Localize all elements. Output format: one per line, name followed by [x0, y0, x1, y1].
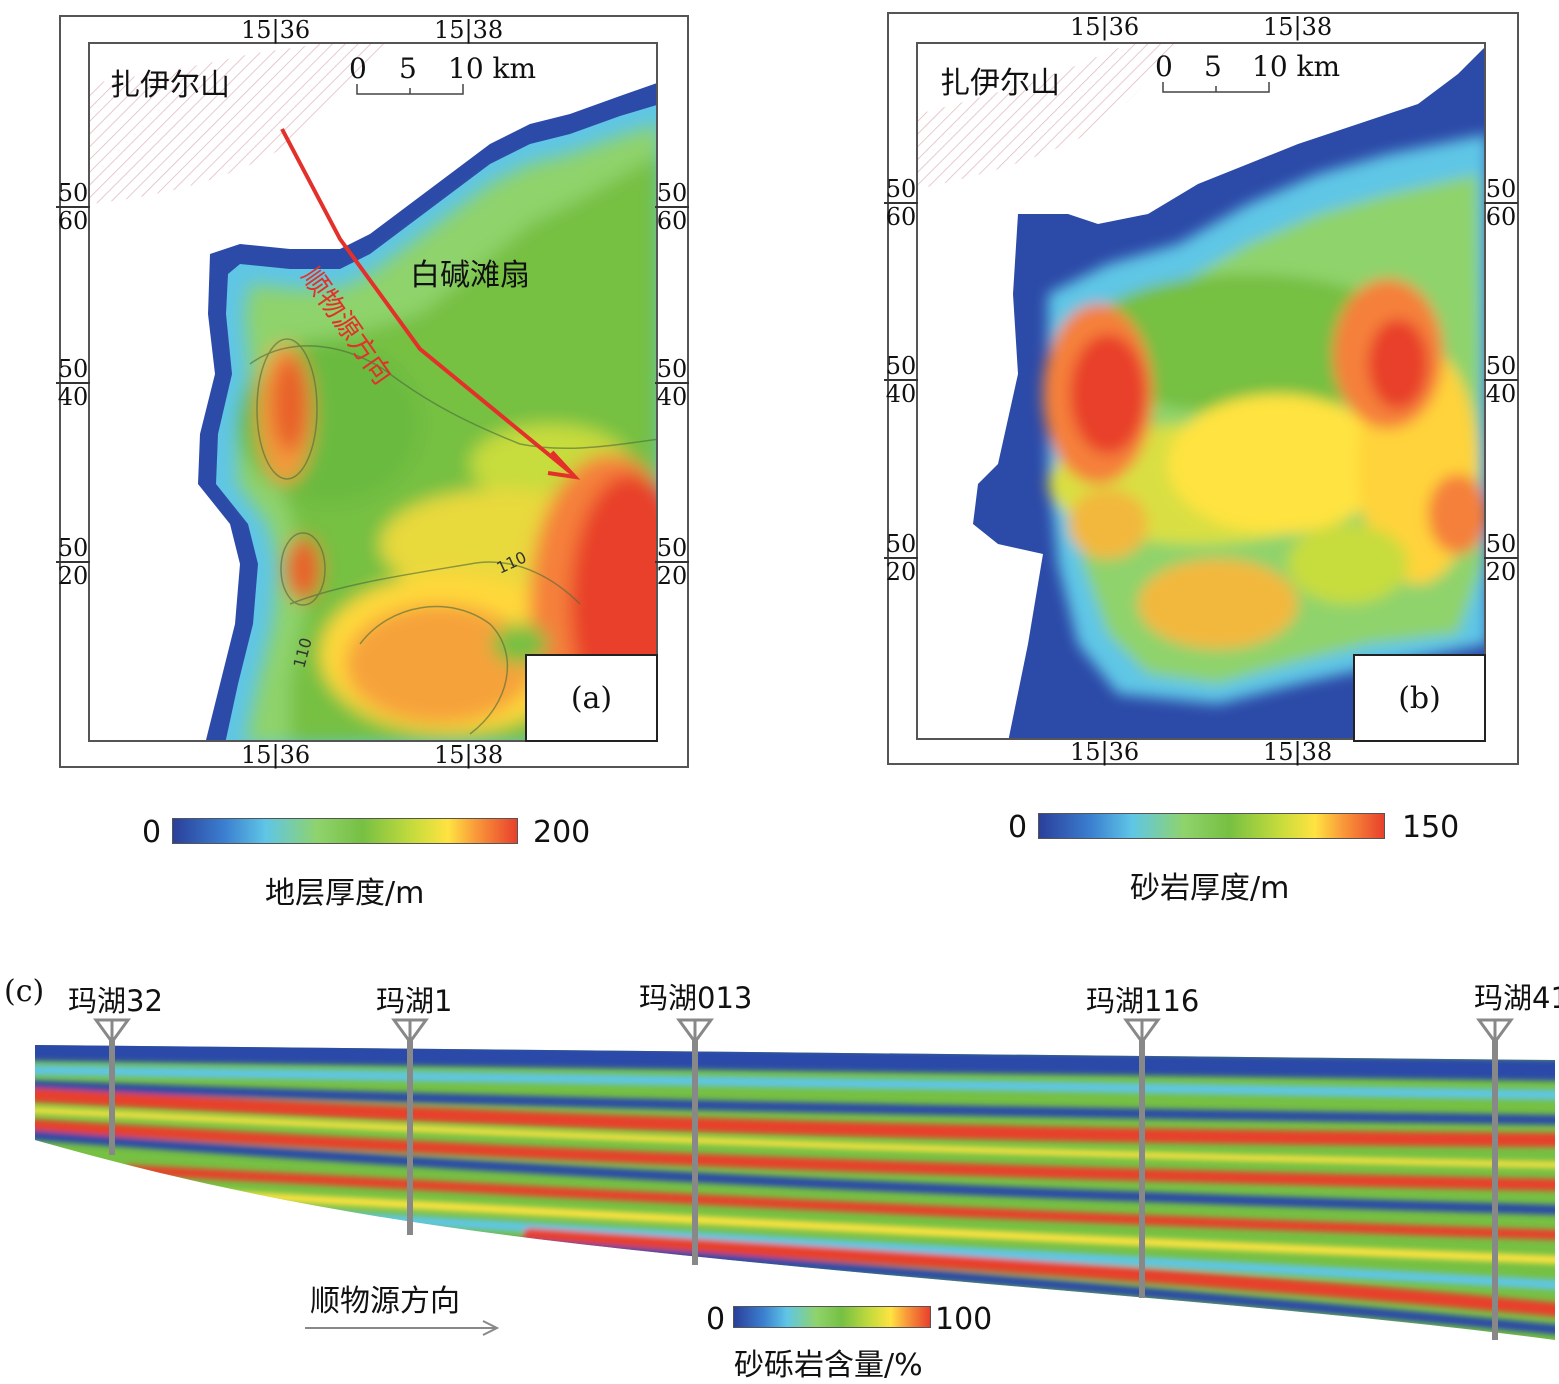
scale-b-0: 0 [1155, 50, 1173, 83]
colorbar-c-max: 100 [935, 1302, 993, 1337]
scale-bar-a [356, 84, 464, 95]
lat-label-a-right-3: 50 20 [655, 534, 689, 590]
colorbar-c [733, 1306, 931, 1328]
well-symbol-mahu013 [676, 1018, 714, 1058]
colorbar-b-title: 砂岩厚度/m [1130, 871, 1290, 906]
scale-bar-b [1162, 82, 1270, 93]
colorbar-a [172, 818, 518, 844]
scale-b-10: 10 km [1252, 50, 1341, 83]
lat-label-b-left-2: 50 40 [884, 352, 918, 408]
lon-label-b-bottom-right: 15|38 [1263, 738, 1333, 766]
well-label-mahu116: 玛湖116 [1086, 984, 1200, 1018]
scale-b-5: 5 [1204, 50, 1222, 83]
panel-a-map: 110 110 [88, 42, 658, 742]
lon-label-a-top-left: 15|36 [241, 16, 311, 44]
colorbar-a-min: 0 [142, 815, 162, 850]
well-symbols [93, 1018, 1514, 1058]
scale-a-0: 0 [349, 52, 367, 85]
fan-name: 白碱滩扇 [410, 258, 530, 293]
colorbar-a-max: 200 [533, 815, 591, 850]
panel-c-label: (c) [4, 974, 45, 1009]
lat-label-a-left-1: 50 60 [56, 179, 90, 235]
well-label-mahu013: 玛湖013 [639, 981, 753, 1015]
well-label-mahu1: 玛湖1 [376, 984, 453, 1018]
lat-label-a-left-3: 50 20 [56, 534, 90, 590]
sandstone-map-b [918, 44, 1484, 738]
mountain-name-a: 扎伊尔山 [110, 68, 230, 103]
panel-b-outer-frame [887, 12, 1519, 765]
well-symbol-mahu32 [93, 1018, 131, 1058]
panel-b-label: (b) [1353, 654, 1486, 742]
scale-a-10: 10 km [448, 52, 537, 85]
lat-label-a-right-1: 50 60 [655, 179, 689, 235]
lon-label-b-top-right: 15|38 [1263, 13, 1333, 41]
panel-a-label: (a) [525, 654, 658, 742]
colorbar-b-max: 150 [1402, 810, 1460, 845]
panel-b-map [916, 42, 1486, 740]
lat-label-b-right-3: 50 20 [1484, 530, 1518, 586]
lon-label-a-bottom-left: 15|36 [241, 741, 311, 769]
colorbar-b [1038, 813, 1385, 839]
well-symbol-mahu41 [1476, 1018, 1514, 1058]
direction-label-c: 顺物源方向 [310, 1284, 460, 1319]
lat-label-b-right-2: 50 40 [1484, 352, 1518, 408]
direction-arrow-c [305, 1320, 500, 1336]
cross-section [35, 1040, 1555, 1340]
colorbar-c-title: 砂砾岩含量/% [734, 1348, 923, 1383]
source-direction-arrow [280, 128, 581, 480]
mountain-hatch [90, 44, 390, 204]
lat-label-b-left-3: 50 20 [884, 530, 918, 586]
colorbar-b-min: 0 [1008, 810, 1028, 845]
well-label-mahu41: 玛湖41 [1474, 981, 1559, 1015]
lat-label-a-right-2: 50 40 [655, 355, 689, 411]
colorbar-a-title: 地层厚度/m [265, 876, 425, 911]
lat-label-a-left-2: 50 40 [56, 355, 90, 411]
well-symbol-mahu116 [1123, 1018, 1161, 1058]
scale-a-5: 5 [399, 52, 417, 85]
well-label-mahu32: 玛湖32 [68, 984, 163, 1018]
lat-label-b-left-1: 50 60 [884, 175, 918, 231]
well-symbol-mahu1 [391, 1018, 429, 1058]
lon-label-b-top-left: 15|36 [1070, 13, 1140, 41]
lat-label-b-right-1: 50 60 [1484, 175, 1518, 231]
lon-label-a-bottom-right: 15|38 [434, 741, 504, 769]
lon-label-a-top-right: 15|38 [434, 16, 504, 44]
colorbar-c-min: 0 [706, 1302, 726, 1337]
panel-a-outer-frame [59, 15, 689, 768]
mountain-name-b: 扎伊尔山 [940, 66, 1060, 101]
lon-label-b-bottom-left: 15|36 [1070, 738, 1140, 766]
thickness-map-a: 110 110 [90, 44, 656, 740]
mountain-hatch-b [918, 44, 1178, 189]
